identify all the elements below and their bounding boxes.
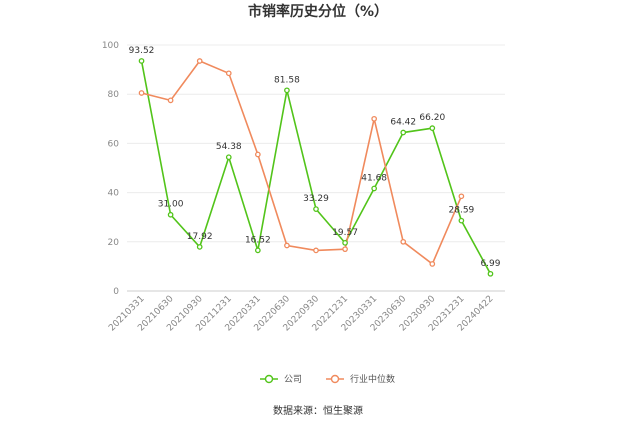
series-point-1 [138, 90, 145, 96]
legend-swatch-marker [264, 374, 274, 384]
series-point-0 [138, 58, 145, 64]
series-point-0 [167, 211, 174, 218]
series-point-1 [458, 193, 465, 200]
data-label: 17.92 [187, 232, 213, 242]
series-point-0 [196, 244, 203, 250]
series-point-0 [342, 240, 348, 246]
data-label: 41.68 [361, 173, 387, 183]
y-tick-label: 40 [108, 189, 120, 199]
y-tick-label: 80 [108, 90, 120, 100]
series-point-1 [400, 238, 407, 245]
series-point-1 [167, 97, 174, 104]
y-axis-ticks: 0 20 40 60 80 100 [102, 41, 119, 297]
legend-label: 行业中位数 [350, 373, 395, 385]
legend-swatch-marker [330, 374, 340, 384]
data-label: 66.20 [419, 113, 445, 123]
y-tick-label: 60 [108, 139, 120, 149]
data-label: 16.52 [245, 235, 271, 245]
series-point-0 [313, 206, 319, 212]
data-label: 33.29 [303, 194, 329, 204]
data-label: 28.59 [449, 206, 475, 216]
series-point-0 [487, 270, 494, 277]
data-label: 81.58 [274, 75, 300, 85]
series-line-1 [141, 60, 463, 266]
y-tick-label: 100 [102, 41, 119, 51]
chart-title: 市销率历史分位（%） [248, 3, 388, 20]
series-point-1 [342, 246, 348, 253]
series-point-0 [254, 247, 261, 254]
series-point-0 [371, 185, 378, 192]
y-tick-label: 20 [108, 238, 120, 248]
series-point-0 [225, 154, 232, 161]
data-label: 93.52 [129, 46, 155, 56]
x-axis-ticks: 2021033120210630202109302021123120220331… [107, 294, 495, 334]
series-point-1 [371, 115, 378, 122]
series-point-0 [429, 125, 436, 131]
series-point-0 [284, 87, 290, 94]
grid-lines [127, 44, 505, 292]
data-label: 31.00 [158, 200, 184, 210]
data-label: 64.42 [390, 118, 416, 128]
data-label: 54.38 [216, 142, 242, 152]
y-tick-label: 0 [113, 287, 119, 297]
series-points [138, 58, 494, 277]
data-label: 19.57 [332, 228, 358, 238]
series-point-1 [225, 70, 232, 77]
legend-label: 公司 [284, 374, 302, 385]
legend: 公司 行业中位数 [260, 373, 395, 385]
series-point-1 [429, 261, 436, 267]
data-label: 6.99 [480, 259, 500, 269]
source-note: 数据来源：恒生聚源 [273, 404, 363, 417]
data-labels: 93.52 31.00 17.92 54.38 16.52 81.58 33.29 19.57… [129, 46, 501, 269]
series-point-0 [458, 217, 465, 224]
series-point-1 [196, 58, 203, 64]
series-point-0 [400, 129, 407, 136]
series-point-1 [284, 242, 290, 249]
series-point-1 [254, 151, 261, 158]
series-point-1 [313, 247, 319, 254]
